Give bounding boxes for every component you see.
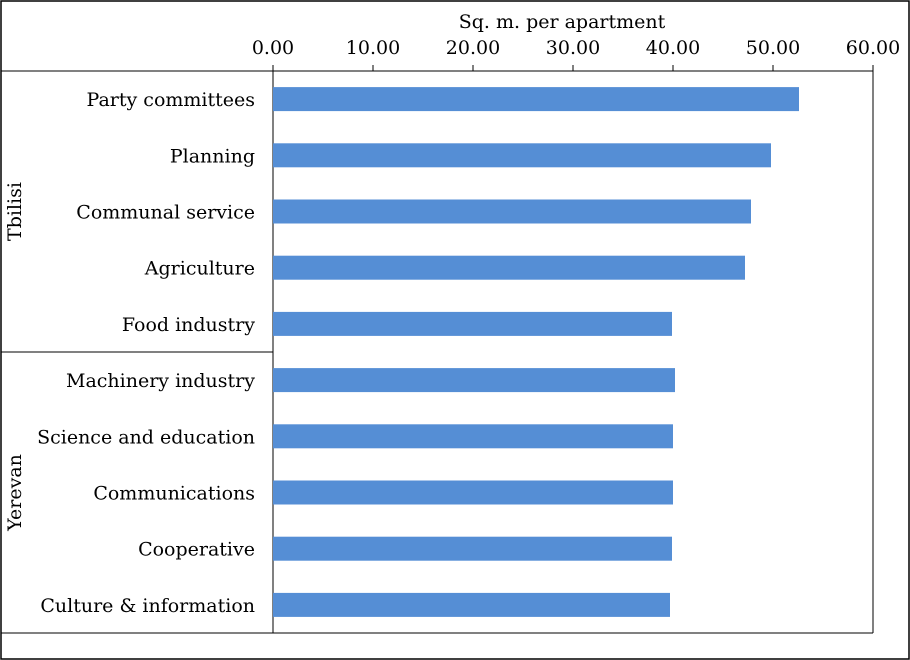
plot-area: 0.00 10.00 20.00 30.00 40.00 50.00 60.00 Party … <box>1 37 900 634</box>
category-label: Agriculture <box>144 258 255 280</box>
category-label: Party committees <box>87 89 255 111</box>
bar <box>273 592 670 617</box>
group-label: Tbilisi <box>4 182 26 241</box>
bar <box>273 536 672 561</box>
category-label: Food industry <box>122 314 255 336</box>
x-tick-label: 0.00 <box>252 37 294 59</box>
category-label: Machinery industry <box>66 370 255 392</box>
category-label: Communications <box>93 483 255 505</box>
x-tick-label: 10.00 <box>346 37 400 59</box>
category-label: Communal service <box>76 202 255 224</box>
x-tick-label: 50.00 <box>746 37 800 59</box>
bar <box>273 199 751 224</box>
x-tick-label: 30.00 <box>546 37 600 59</box>
bar <box>273 311 672 336</box>
x-tick-label: 20.00 <box>446 37 500 59</box>
x-tick-label: 60.00 <box>846 37 900 59</box>
category-label: Cooperative <box>138 539 255 561</box>
bar <box>273 255 745 280</box>
bar <box>273 480 673 505</box>
bar <box>273 143 771 168</box>
bar <box>273 87 799 112</box>
bar <box>273 424 673 449</box>
category-label: Science and education <box>37 426 255 448</box>
category-label: Culture & information <box>40 595 255 617</box>
bar <box>273 368 675 393</box>
x-axis-title: Sq. m. per apartment <box>459 11 666 33</box>
group-label: Yerevan <box>4 454 26 532</box>
x-tick-label: 40.00 <box>646 37 700 59</box>
category-label: Planning <box>170 145 255 167</box>
